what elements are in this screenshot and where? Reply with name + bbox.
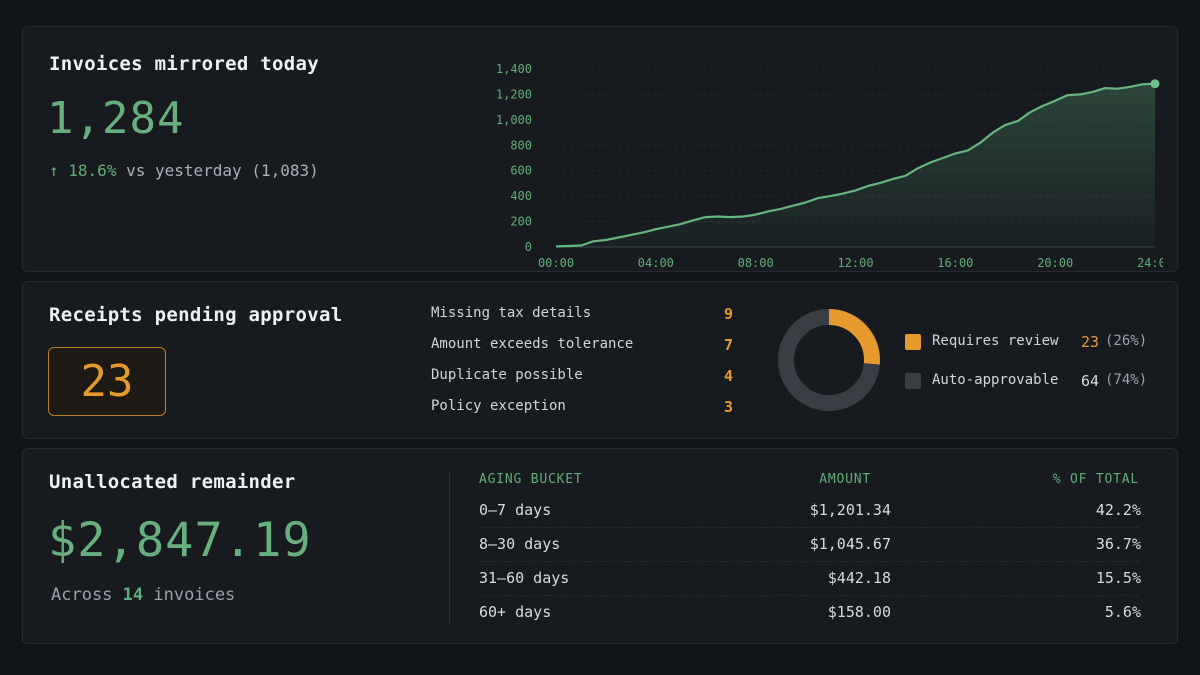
y-tick-label: 1,200 <box>496 87 532 101</box>
unallocated-title: Unallocated remainder <box>49 471 296 493</box>
column-header-pct-total: % OF TOTAL <box>1052 472 1139 487</box>
unallocated-value: $2,847.19 <box>48 513 312 568</box>
invoices-change: ↑ 18.6% vs yesterday (1,083) <box>49 161 319 180</box>
reason-count: 7 <box>723 336 733 354</box>
y-tick-label: 600 <box>510 164 532 178</box>
aging-bucket-cell: 0–7 days <box>479 501 552 519</box>
legend-count-auto: 64 <box>1080 372 1099 390</box>
pct-cell: 36.7% <box>1095 535 1141 553</box>
pct-cell: 15.5% <box>1095 569 1141 587</box>
amount-cell: $1,201.34 <box>809 501 891 519</box>
x-tick-label: 16:00 <box>937 256 973 270</box>
pct-cell: 42.2% <box>1095 501 1141 519</box>
receipts-count-badge: 23 <box>48 347 166 416</box>
section-divider <box>449 473 450 623</box>
trend-up-icon: ↑ <box>49 161 59 180</box>
x-tick-label: 12:00 <box>837 256 873 270</box>
y-tick-label: 200 <box>510 215 532 229</box>
table-row: 8–30 days $1,045.67 36.7% <box>479 528 1141 562</box>
series-area <box>556 83 1155 247</box>
aging-bucket-cell: 31–60 days <box>479 569 570 587</box>
y-tick-label: 800 <box>510 138 532 152</box>
table-row: 60+ days $158.00 5.6% <box>479 596 1141 630</box>
amount-cell: $158.00 <box>827 603 891 621</box>
legend-count-review: 23 <box>1080 333 1099 351</box>
series-line <box>555 82 1156 248</box>
invoices-change-text: vs yesterday (1,083) <box>126 161 319 180</box>
reason-count: 3 <box>723 398 733 416</box>
reason-label: Policy exception <box>431 398 566 414</box>
receipts-donut-chart <box>778 309 880 411</box>
legend-label-review: Requires review <box>932 333 1059 349</box>
unallocated-invoice-count: 14 <box>122 585 144 605</box>
legend-pct-review: (26%) <box>1105 333 1148 349</box>
legend-swatch-review <box>905 334 921 350</box>
invoices-value: 1,284 <box>47 93 185 144</box>
x-tick-label: 00:00 <box>538 256 574 270</box>
invoices-area-chart: 0 200 400 600 800 1,000 1,200 1,400 00:00 04:00 08… <box>496 62 1163 270</box>
table-row: 0–7 days $1,201.34 42.2% <box>479 494 1141 528</box>
column-header-amount: AMOUNT <box>819 472 871 487</box>
reason-count: 4 <box>723 367 733 385</box>
aging-bucket-cell: 8–30 days <box>479 535 561 553</box>
aging-bucket-cell: 60+ days <box>479 603 552 621</box>
unallocated-sub-prefix: Across <box>51 585 113 605</box>
unallocated-subtitle: Across 14 invoices <box>51 585 235 605</box>
column-header-aging-bucket: AGING BUCKET <box>479 472 583 487</box>
y-tick-label: 1,000 <box>496 113 532 127</box>
series-endpoint <box>1150 79 1160 89</box>
amount-cell: $1,045.67 <box>809 535 891 553</box>
unallocated-sub-suffix: invoices <box>153 585 236 605</box>
invoices-change-pct: 18.6% <box>68 161 117 180</box>
x-tick-label: 20:00 <box>1037 256 1073 270</box>
amount-cell: $442.18 <box>827 569 891 587</box>
x-tick-label: 04:00 <box>638 256 674 270</box>
reason-label: Duplicate possible <box>431 367 583 383</box>
x-tick-label: 24:00 <box>1137 256 1163 270</box>
y-tick-label: 0 <box>525 240 532 254</box>
legend-pct-auto: (74%) <box>1105 372 1148 388</box>
donut-slice-auto <box>778 309 880 411</box>
receipts-title: Receipts pending approval <box>49 304 343 326</box>
reason-label: Missing tax details <box>431 305 592 321</box>
reason-count: 9 <box>723 305 733 323</box>
unallocated-card: Unallocated remainder $2,847.19 Across 1… <box>22 448 1178 644</box>
y-tick-label: 400 <box>510 189 532 203</box>
reason-label: Amount exceeds tolerance <box>431 336 634 352</box>
y-tick-label: 1,400 <box>496 62 532 76</box>
invoices-card: Invoices mirrored today 1,284 ↑ 18.6% vs… <box>22 26 1178 272</box>
x-tick-label: 08:00 <box>738 256 774 270</box>
invoices-title: Invoices mirrored today <box>49 53 319 75</box>
receipts-card: Receipts pending approval 23 Missing tax… <box>22 281 1178 439</box>
legend-swatch-auto <box>905 373 921 389</box>
pct-cell: 5.6% <box>1104 603 1141 621</box>
table-row: 31–60 days $442.18 15.5% <box>479 562 1141 596</box>
legend-label-auto: Auto-approvable <box>932 372 1059 388</box>
